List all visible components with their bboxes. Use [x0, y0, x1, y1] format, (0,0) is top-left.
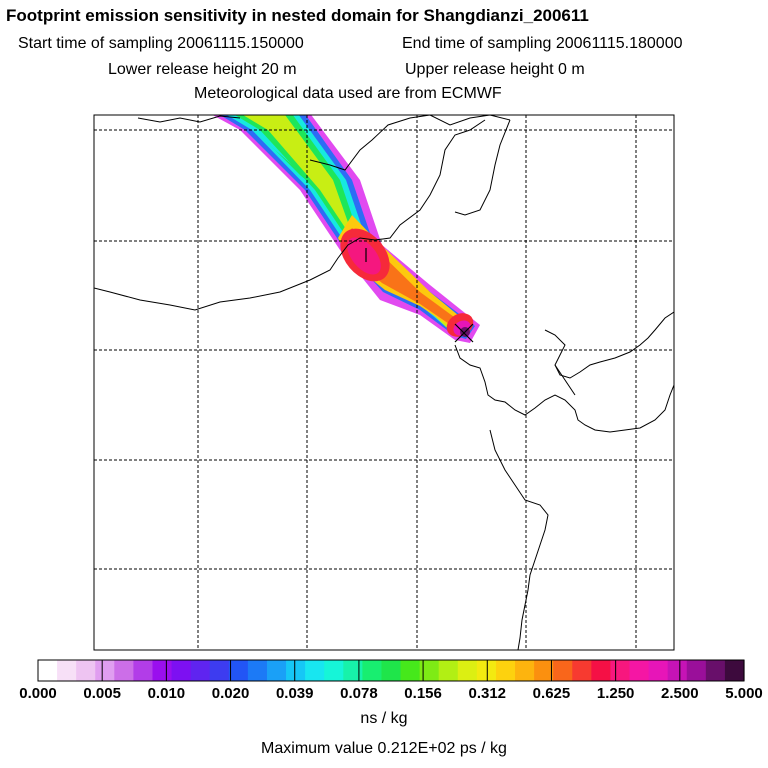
colorbar-swatch: [457, 660, 478, 681]
colorbar-swatch: [438, 660, 459, 681]
colorbar-swatch: [343, 660, 363, 681]
colorbar-swatch: [591, 660, 612, 681]
colorbar-border: [37, 659, 745, 682]
colorbar-tick-label: 0.005: [83, 685, 121, 702]
colorbar-swatch: [495, 660, 516, 681]
colorbar-swatch: [572, 660, 592, 681]
receptor-cross-b: [454, 323, 474, 343]
map-title: Footprint emission sensitivity in nested…: [6, 6, 589, 25]
colorbar-tick-label: 0.078: [340, 685, 378, 702]
coastline-detail: [554, 364, 576, 396]
coastline-shandong: [489, 429, 549, 650]
lower-release-height: Lower release height 20 m: [108, 61, 297, 78]
colorbar-swatch: [95, 660, 115, 681]
colorbar-swatch: [209, 660, 230, 681]
colorbar-tick-label: 0.625: [532, 685, 571, 702]
colorbar-swatch: [324, 660, 344, 681]
colorbar-swatch: [362, 660, 383, 681]
colorbar-swatch: [610, 660, 631, 681]
colorbar-swatch: [381, 660, 402, 681]
province-border: [94, 119, 486, 311]
colorbar-swatch: [724, 660, 745, 681]
colorbar-swatch: [171, 660, 192, 681]
map-frame: [93, 114, 675, 651]
colorbar-swatch: [190, 660, 211, 681]
coastline-liaodong: [544, 311, 674, 379]
colorbar-swatch: [305, 660, 325, 681]
map-background: [94, 115, 674, 650]
colorbar-tick-label: 0.156: [404, 685, 442, 702]
coastline-bohai: [454, 344, 674, 433]
colorbar-swatch: [228, 660, 249, 681]
colorbar-swatch: [476, 660, 497, 681]
colorbar-swatch: [114, 660, 134, 681]
colorbar-swatch: [76, 660, 96, 681]
colorbar-swatch: [534, 660, 554, 681]
colorbar-units: ns / kg: [360, 710, 408, 727]
met-data-source: Meteorological data used are from ECMWF: [194, 85, 502, 102]
colorbar-tick-label: 5.000: [725, 685, 763, 702]
colorbar-swatch: [686, 660, 707, 681]
colorbar-swatch: [286, 660, 306, 681]
border-north: [137, 115, 241, 123]
plume: [212, 115, 480, 343]
border-north-east: [309, 115, 511, 171]
sampling-start: Start time of sampling 20061115.150000: [18, 35, 304, 52]
colorbar-swatch: [705, 660, 726, 681]
colorbar-tick-label: 0.039: [275, 685, 314, 702]
colorbar-tick-label: 0.312: [468, 685, 507, 702]
colorbar-swatch: [667, 660, 688, 681]
colorbar: [37, 659, 745, 682]
colorbar-swatch: [419, 660, 440, 681]
colorbar-swatch: [553, 660, 573, 681]
colorbar-swatch: [629, 660, 650, 681]
colorbar-swatch: [247, 660, 268, 681]
colorbar-swatch: [266, 660, 287, 681]
colorbar-swatch: [152, 660, 173, 681]
plume-hotspot-pink: [347, 237, 381, 275]
colorbar-tick-label: 0.000: [19, 685, 57, 702]
colorbar-tick-label: 1.250: [596, 685, 635, 702]
colorbar-tick-label: 0.010: [147, 685, 186, 702]
colorbar-swatch: [648, 660, 669, 681]
coastlines: [94, 115, 674, 650]
colorbar-swatch: [133, 660, 154, 681]
colorbar-swatch: [515, 660, 535, 681]
colorbar-tick-label: 0.020: [211, 685, 250, 702]
colorbar-swatch: [400, 660, 421, 681]
graticule: [94, 115, 674, 650]
sampling-end: End time of sampling 20061115.180000: [402, 35, 683, 52]
max-value: Maximum value 0.212E+02 ps / kg: [261, 740, 507, 757]
receptor-marker: [365, 248, 474, 343]
upper-release-height: Upper release height 0 m: [405, 61, 585, 78]
colorbar-swatch: [38, 660, 58, 681]
colorbar-swatch: [57, 660, 77, 681]
colorbar-tick-label: 2.500: [661, 685, 699, 702]
border-inner: [454, 119, 511, 216]
